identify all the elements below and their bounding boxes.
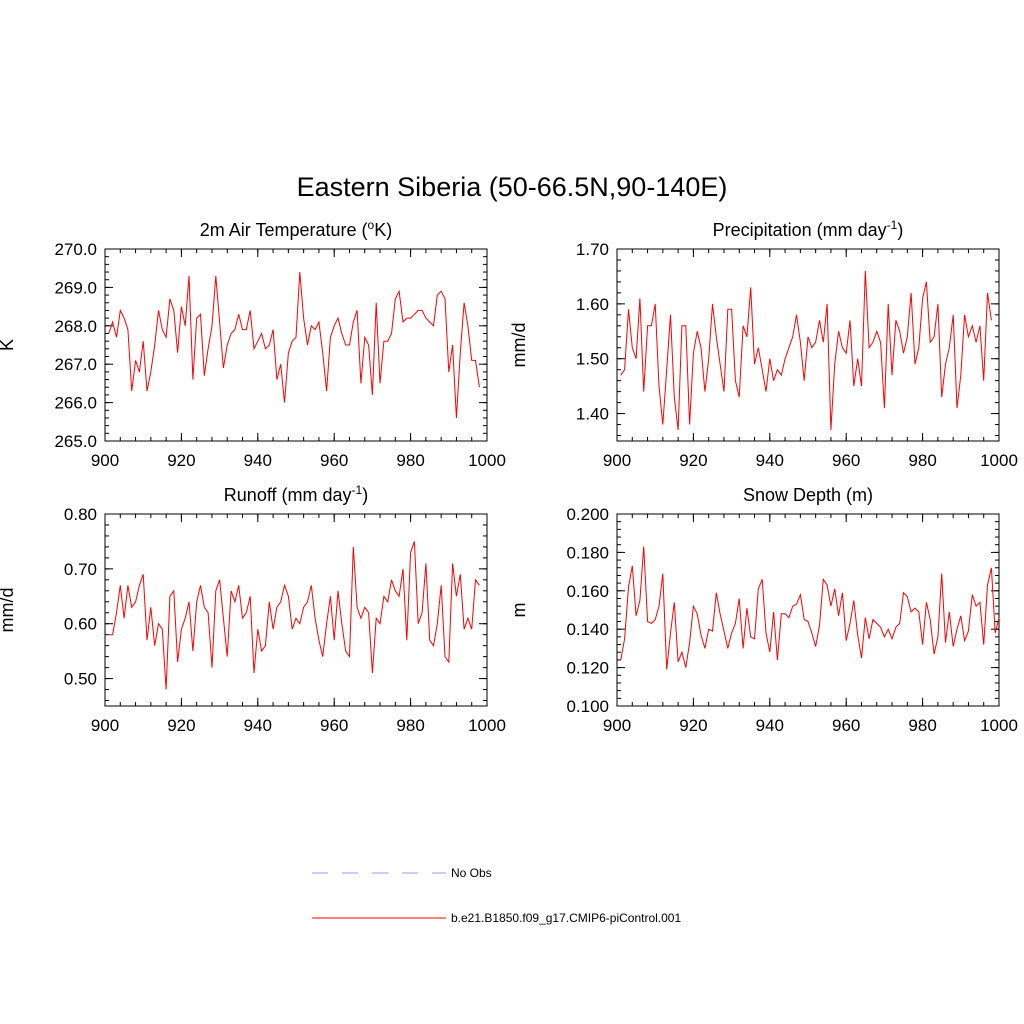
panel-title-tail: ) xyxy=(897,220,903,240)
panel-title: Runoff (mm day-1) xyxy=(224,483,368,505)
y-tick-label: 0.60 xyxy=(64,615,97,634)
y-axis-label: mm/d xyxy=(0,588,17,633)
x-tick-label: 900 xyxy=(603,451,631,470)
y-tick-label: 0.50 xyxy=(64,670,97,689)
x-tick-label: 920 xyxy=(167,451,195,470)
panel-title-superscript: -1 xyxy=(352,483,363,497)
x-tick-label: 1000 xyxy=(980,716,1018,735)
legend-item-1: No Obs xyxy=(312,866,492,880)
y-tick-label: 0.80 xyxy=(64,505,97,524)
plot-frame xyxy=(616,248,1000,442)
x-tick-label: 940 xyxy=(756,451,784,470)
y-tick-label: 0.180 xyxy=(566,543,609,562)
panel-2: Precipitation (mm day-1) 900 920 940 960 980 1… xyxy=(509,218,1018,470)
x-tick-label: 900 xyxy=(91,451,119,470)
x-tick-label: 980 xyxy=(908,716,936,735)
x-tick-label: 1000 xyxy=(468,451,506,470)
series-line-1 xyxy=(620,270,992,431)
x-tick-label: 960 xyxy=(320,451,348,470)
y-tick-label: 270.0 xyxy=(54,240,97,259)
y-tick-label: 0.200 xyxy=(566,505,609,524)
x-tick-label: 900 xyxy=(91,716,119,735)
y-tick-label: 0.160 xyxy=(566,582,609,601)
legend-label: b.e21.B1850.f09_g17.CMIP6-piControl.001 xyxy=(451,911,681,925)
y-tick-label: 269.0 xyxy=(54,278,97,297)
y-tick-label: 1.70 xyxy=(576,240,609,259)
y-tick-label: 0.140 xyxy=(566,620,609,639)
y-axis-label: m xyxy=(509,603,529,618)
x-tick-label: 960 xyxy=(832,716,860,735)
y-tick-label: 0.120 xyxy=(566,659,609,678)
y-tick-label: 0.70 xyxy=(64,560,97,579)
x-tick-label: 960 xyxy=(832,451,860,470)
legend-item-2: b.e21.B1850.f09_g17.CMIP6-piControl.001 xyxy=(312,911,681,925)
panel-4: Snow Depth (m) 900 920 940 960 980 1000 0.100 0.… xyxy=(509,485,1018,735)
legend-label: No Obs xyxy=(451,866,492,880)
x-tick-label: 1000 xyxy=(980,451,1018,470)
panels: 2m Air Temperature (oK)900 920 940 960 980 10… xyxy=(0,218,1018,735)
x-tick-label: 980 xyxy=(396,716,424,735)
series-line-1 xyxy=(108,271,480,419)
panel-title-text: 2m Air Temperature ( xyxy=(200,220,368,240)
x-tick-label: 940 xyxy=(756,716,784,735)
y-tick-label: 0.100 xyxy=(566,697,609,716)
x-tick-label: 1000 xyxy=(468,716,506,735)
x-tick-label: 920 xyxy=(679,451,707,470)
y-tick-label: 1.60 xyxy=(576,295,609,314)
x-tick-label: 940 xyxy=(244,716,272,735)
x-tick-label: 980 xyxy=(908,451,936,470)
legend: No Obs b.e21.B1850.f09_g17.CMIP6-piContro… xyxy=(312,866,681,925)
x-tick-label: 920 xyxy=(679,716,707,735)
x-tick-label: 900 xyxy=(603,716,631,735)
panel-3: Runoff (mm day-1) 900 920 940 960 980 1000 0.50… xyxy=(0,483,506,735)
plot-frame xyxy=(616,513,1000,707)
panel-title-tail: K) xyxy=(374,220,392,240)
y-tick-label: 1.50 xyxy=(576,350,609,369)
x-tick-label: 960 xyxy=(320,716,348,735)
plot-frame xyxy=(104,248,488,442)
panel-title-superscript: o xyxy=(368,218,375,232)
panel-title-text: Runoff (mm day xyxy=(224,485,352,505)
y-tick-label: 265.0 xyxy=(54,432,97,451)
x-tick-label: 920 xyxy=(167,716,195,735)
panel-title-tail: ) xyxy=(362,485,368,505)
series-line-1 xyxy=(620,546,1000,670)
panel-title: Snow Depth (m) xyxy=(743,485,873,505)
y-tick-label: 268.0 xyxy=(54,317,97,336)
x-tick-label: 980 xyxy=(396,451,424,470)
y-tick-label: 1.40 xyxy=(576,405,609,424)
y-axis-label: mm/d xyxy=(509,323,529,368)
panel-title-superscript: -1 xyxy=(887,218,898,232)
y-tick-label: 266.0 xyxy=(54,394,97,413)
main-title: Eastern Siberia (50-66.5N,90-140E) xyxy=(297,172,728,202)
panel-1: 2m Air Temperature (oK) 900 920 940 960 980 10… xyxy=(0,218,506,470)
series-line-1 xyxy=(108,541,480,690)
panel-title: Precipitation (mm day-1) xyxy=(713,218,904,240)
panel-title-text: Precipitation (mm day xyxy=(713,220,887,240)
y-tick-label: 267.0 xyxy=(54,355,97,374)
y-axis-label: K xyxy=(0,339,17,351)
x-tick-label: 940 xyxy=(244,451,272,470)
panel-title-text: Snow Depth (m) xyxy=(743,485,873,505)
plot-frame xyxy=(104,513,488,707)
panel-title: 2m Air Temperature (oK) xyxy=(200,218,392,240)
